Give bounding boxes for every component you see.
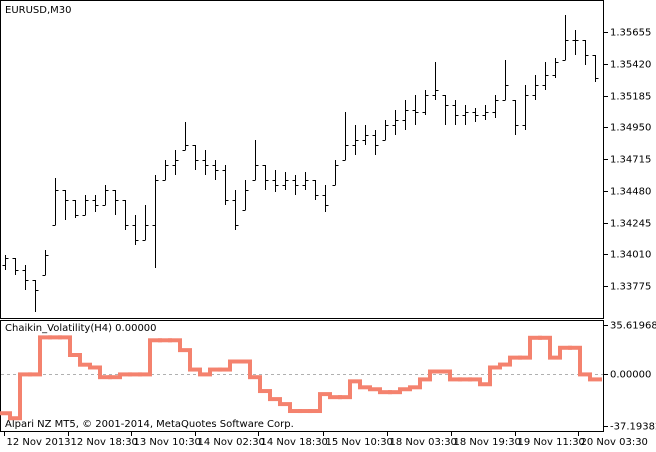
chart-title: EURUSD,M30 (5, 5, 71, 16)
x-tick-label: 13 Nov 10:30 (134, 437, 201, 448)
y-tick-label: 1.35655 (610, 28, 651, 39)
x-tick-label: 14 Nov 02:30 (198, 437, 265, 448)
x-tick-label: 19 Nov 11:30 (518, 437, 585, 448)
y-tick-label: 1.34950 (610, 123, 651, 134)
x-tick-label: 20 Nov 03:30 (581, 437, 648, 448)
x-tick-label: 14 Nov 18:30 (261, 437, 328, 448)
y-tick-label: 0.00000 (610, 370, 651, 381)
x-tick-label: 18 Nov 19:30 (454, 437, 521, 448)
y-tick-label: 1.34245 (610, 219, 651, 230)
indicator-frame (0, 320, 604, 432)
y-tick-label: 1.34480 (610, 187, 651, 198)
x-tick-label: 15 Nov 10:30 (326, 437, 393, 448)
annotation: Alpari NZ MT5, © 2001-2014, MetaQuotes S… (5, 419, 294, 430)
y-tick-label: 1.35185 (610, 92, 651, 103)
x-tick-label: 12 Nov 2013 (7, 437, 71, 448)
y-tick-label: 1.34010 (610, 250, 651, 261)
price-frame (0, 0, 604, 319)
indicator-title: Chaikin_Volatility(H4) 0.00000 (5, 323, 157, 334)
y-tick-label: 1.34715 (610, 155, 651, 166)
y-tick-label: 1.35420 (610, 60, 651, 71)
y-tick-label: 1.33775 (610, 282, 651, 293)
y-tick-label: 35.61968 (610, 321, 656, 332)
x-tick-label: 12 Nov 18:30 (71, 437, 138, 448)
y-tick-label: -37.19382 (610, 422, 656, 433)
x-tick-label: 18 Nov 03:30 (390, 437, 457, 448)
